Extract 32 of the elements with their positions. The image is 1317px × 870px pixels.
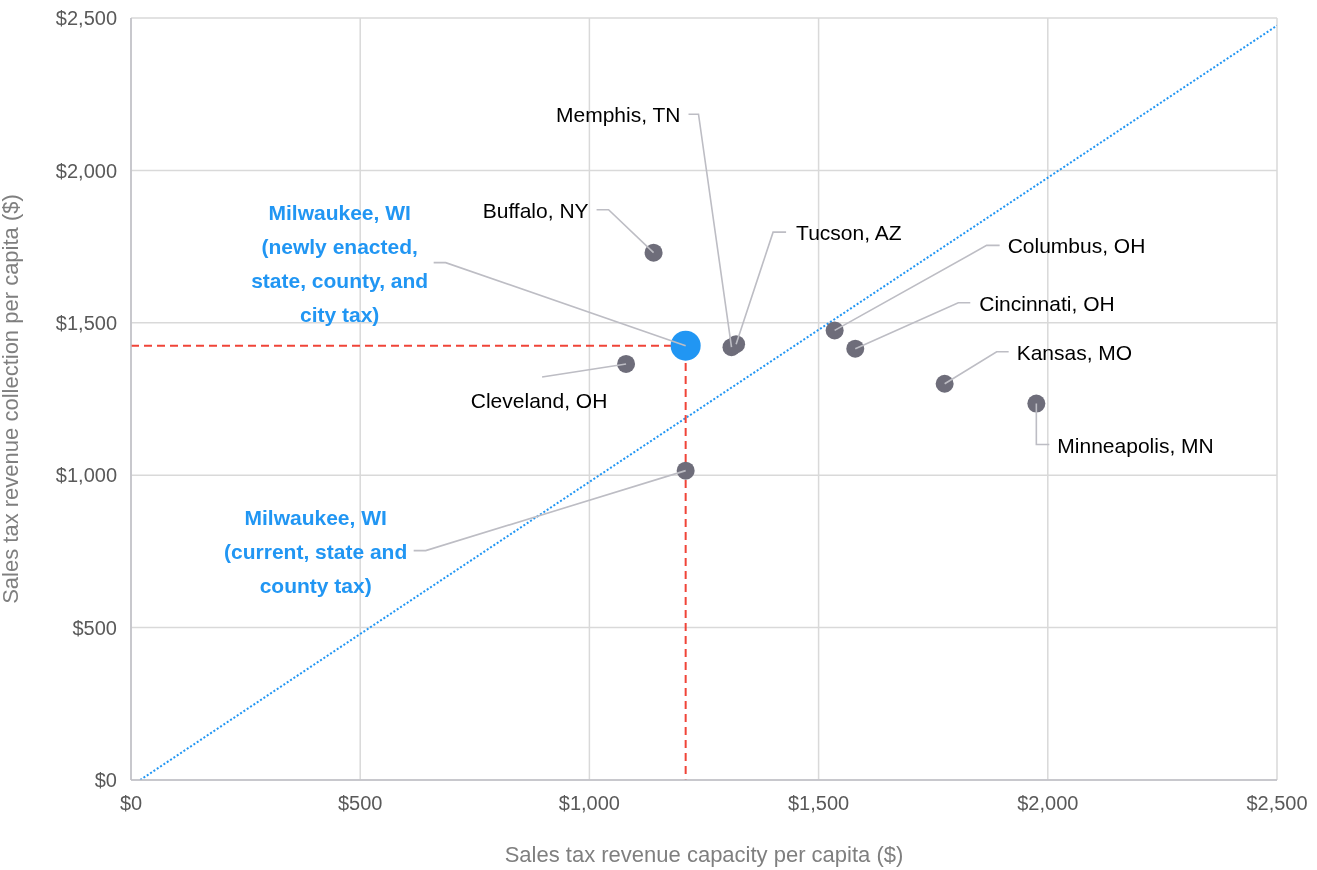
y-axis-title: Sales tax revenue collection per capita ($)	[0, 194, 23, 604]
point	[935, 374, 954, 393]
y-tick-label: $500	[72, 616, 117, 639]
annotation: Minneapolis, MN	[1057, 433, 1214, 457]
x-tick-label: $2,000	[1017, 792, 1079, 815]
point	[1027, 394, 1046, 413]
x-tick-label: $2,500	[1246, 792, 1308, 815]
annotation: Buffalo, NY	[482, 198, 589, 222]
x-tick-label: $1,500	[788, 792, 850, 815]
point	[676, 461, 695, 480]
annotation: Milwaukee, WI (current, state and county tax)	[224, 505, 408, 597]
x-tick-label: $1,000	[558, 792, 620, 815]
x-axis-title: Sales tax revenue capacity per capita ($)	[504, 842, 904, 867]
annotation: Tucson, AZ	[796, 220, 902, 244]
y-tick-label: $1,500	[55, 311, 117, 334]
y-tick-label: $2,500	[55, 7, 117, 30]
annotation: Cincinnati, OH	[979, 291, 1115, 315]
point	[644, 243, 663, 262]
point	[825, 321, 844, 340]
annotation: Memphis, TN	[556, 102, 681, 126]
x-tick-label: $0	[119, 792, 143, 815]
x-tick-label: $500	[337, 792, 383, 815]
point	[846, 339, 865, 358]
annotation: Milwaukee, WI (newly enacted, state, county, and city tax)	[251, 200, 429, 326]
y-tick-label: $1,000	[55, 464, 117, 487]
point	[617, 354, 636, 373]
point	[670, 330, 701, 361]
annotation: Kansas, MO	[1016, 340, 1133, 364]
y-tick-label: $0	[94, 769, 117, 792]
annotation: Columbus, OH	[1007, 233, 1146, 257]
y-tick-label: $2,000	[55, 159, 117, 182]
annotation: Cleveland, OH	[470, 388, 608, 412]
